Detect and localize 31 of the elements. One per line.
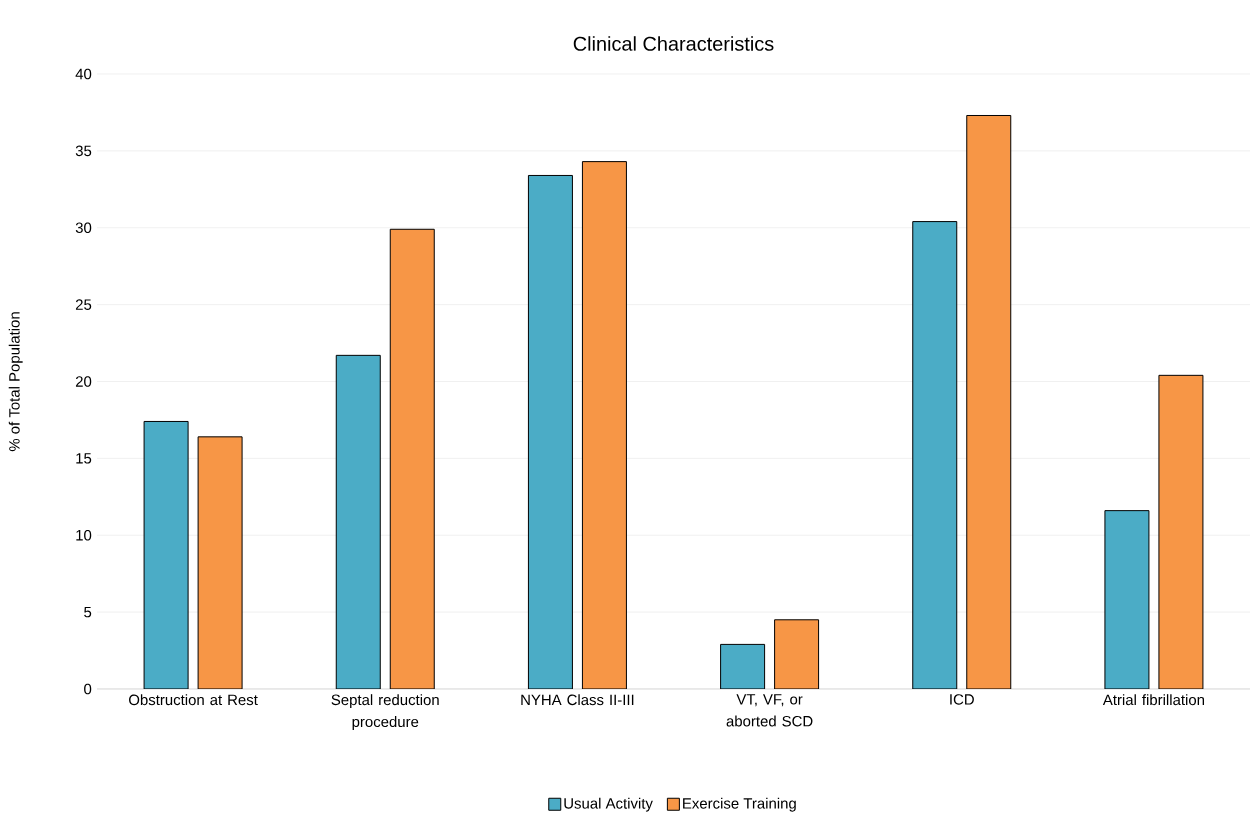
legend-label: Exercise Training	[683, 797, 796, 812]
y-tick-label: 30	[75, 222, 92, 234]
bar	[912, 221, 958, 689]
bar	[1104, 510, 1150, 689]
x-tick-label: ICD	[950, 694, 974, 705]
x-tick-label: Atrial fibrillation	[1102, 694, 1205, 706]
bar	[389, 228, 435, 689]
y-tick-label: 0	[84, 683, 92, 695]
x-tick-label: Obstruction at Rest	[129, 694, 258, 706]
x-tick-label: Septal reduction procedure	[331, 694, 439, 731]
y-tick-label: 35	[75, 145, 92, 157]
bar	[720, 643, 766, 689]
bar	[197, 436, 243, 689]
legend-label: Usual Activity	[564, 797, 653, 812]
x-tick-label: NYHA Class II-III	[521, 694, 634, 706]
y-tick-label: 10	[76, 529, 92, 541]
y-tick-label: 40	[75, 68, 92, 80]
y-tick-label: 5	[84, 606, 92, 618]
bar	[1158, 374, 1204, 689]
bar	[143, 420, 189, 689]
bar	[581, 161, 627, 689]
y-tick-label: 25	[75, 299, 92, 310]
bar	[335, 354, 381, 689]
bar	[966, 115, 1012, 689]
y-tick-label: 20	[75, 376, 92, 387]
y-tick-label: 15	[76, 453, 92, 464]
bar	[774, 619, 820, 689]
chart-title: Clinical Characteristics	[573, 36, 774, 51]
x-tick-label: VT, VF, or aborted SCD	[726, 694, 813, 727]
y-axis-title: % of Total Population	[8, 312, 23, 452]
bar	[527, 174, 573, 689]
